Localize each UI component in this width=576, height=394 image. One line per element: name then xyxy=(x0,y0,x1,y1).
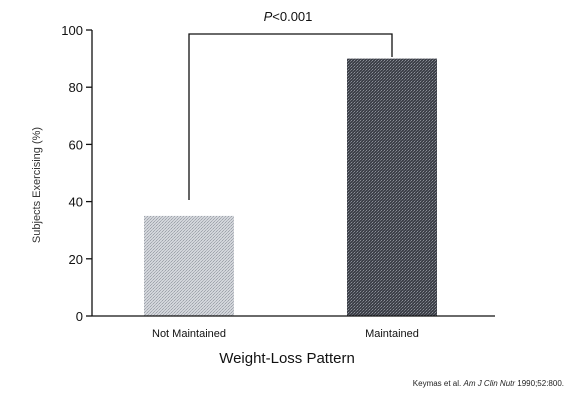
p-symbol: P xyxy=(264,9,273,24)
source-journal: Am J Clin Nutr xyxy=(462,379,515,388)
y-tick-label-0: 0 xyxy=(76,309,83,324)
y-tick-label-60: 60 xyxy=(69,137,83,152)
x-axis: Not Maintained Maintained xyxy=(92,315,495,340)
p-value: <0.001 xyxy=(272,9,312,24)
bar-maintained xyxy=(347,58,437,316)
x-axis-label: Weight-Loss Pattern xyxy=(219,350,355,367)
source-citation: Keymas et al. Am J Clin Nutr 1990;52:800… xyxy=(413,379,564,388)
x-tick-label-not-maintained: Not Maintained xyxy=(152,328,226,340)
y-tick-label-100: 100 xyxy=(61,23,83,38)
source-authors: Keymas et al. xyxy=(413,379,461,388)
x-tick-label-maintained: Maintained xyxy=(365,328,419,340)
y-axis-label: Subjects Exercising (%) xyxy=(31,127,43,243)
bars xyxy=(144,58,437,316)
y-tick-label-40: 40 xyxy=(69,195,83,210)
significance-annotation xyxy=(188,33,393,200)
significance-bracket xyxy=(188,33,393,200)
bar-not-maintained xyxy=(144,215,234,316)
significance-label: P<0.001 xyxy=(264,9,313,24)
y-tick-label-20: 20 xyxy=(69,252,83,267)
y-axis: 0 20 40 60 80 100 xyxy=(61,23,93,324)
y-tick-label-80: 80 xyxy=(69,80,83,95)
source-year: 1990;52:800. xyxy=(517,379,564,388)
